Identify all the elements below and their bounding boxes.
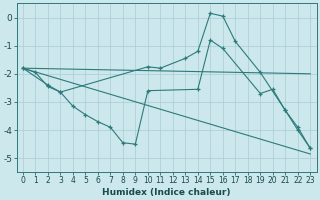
X-axis label: Humidex (Indice chaleur): Humidex (Indice chaleur) <box>102 188 231 197</box>
